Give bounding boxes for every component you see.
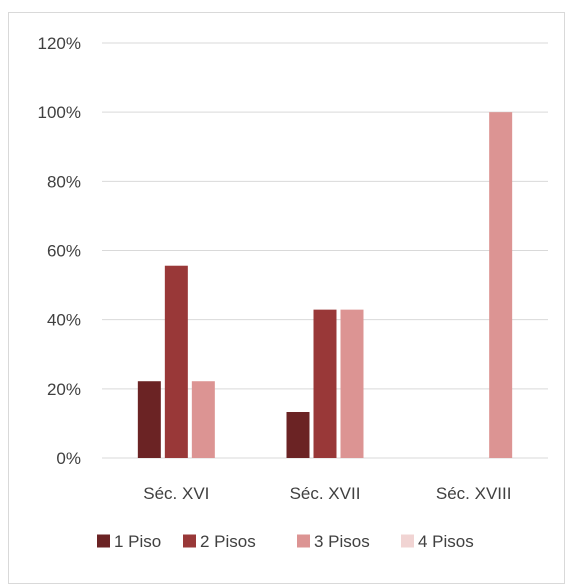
- legend-label: 3 Pisos: [314, 532, 370, 551]
- x-category-label: Séc. XVIII: [436, 484, 512, 503]
- y-tick-label: 80%: [47, 172, 81, 191]
- y-tick-label: 20%: [47, 380, 81, 399]
- legend-swatch: [297, 534, 310, 548]
- y-tick-label: 120%: [38, 34, 81, 53]
- bar-2-pisos-1: [164, 265, 188, 458]
- legend-item: 3 Pisos: [297, 532, 370, 551]
- bar-chart: 0% 20% 40% 60% 80% 100% 120% Séc. XVI Séc. XVII…: [38, 34, 548, 551]
- bar-1-piso-1: [137, 381, 161, 458]
- bar-3-pisos-1: [191, 381, 215, 458]
- x-category-label: Séc. XVII: [290, 484, 361, 503]
- y-tick-label: 60%: [47, 242, 81, 261]
- bar-2-pisos-2: [313, 309, 337, 458]
- legend-swatch: [97, 534, 110, 548]
- legend: 1 Piso 2 Pisos 3 Pisos 4 Pisos: [97, 532, 474, 551]
- bar-3-pisos-2: [340, 309, 364, 458]
- bar-3-pisos-3: [489, 112, 513, 459]
- legend-label: 2 Pisos: [200, 532, 256, 551]
- y-tick-label: 0%: [56, 449, 81, 468]
- legend-swatch: [401, 534, 414, 548]
- legend-item: 1 Piso: [97, 532, 161, 551]
- legend-label: 4 Pisos: [418, 532, 474, 551]
- legend-item: 4 Pisos: [401, 532, 474, 551]
- legend-swatch: [183, 534, 196, 548]
- y-tick-label: 100%: [38, 103, 81, 122]
- legend-label: 1 Piso: [114, 532, 161, 551]
- bars: [137, 112, 513, 459]
- x-category-label: Séc. XVI: [143, 484, 209, 503]
- y-axis-tick-labels: 0% 20% 40% 60% 80% 100% 120%: [38, 34, 81, 468]
- bar-1-piso-2: [286, 412, 310, 458]
- y-tick-label: 40%: [47, 311, 81, 330]
- x-axis-category-labels: Séc. XVI Séc. XVII Séc. XVIII: [143, 484, 511, 503]
- legend-item: 2 Pisos: [183, 532, 256, 551]
- chart-frame: [8, 12, 565, 584]
